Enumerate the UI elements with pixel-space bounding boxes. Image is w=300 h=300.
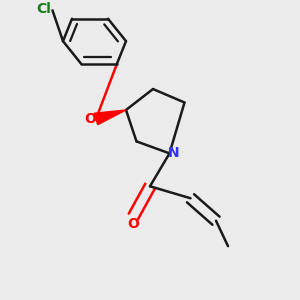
Polygon shape <box>94 110 126 125</box>
Text: N: N <box>168 146 180 161</box>
Text: Cl: Cl <box>36 2 51 16</box>
Text: O: O <box>128 217 140 231</box>
Text: O: O <box>85 112 97 126</box>
